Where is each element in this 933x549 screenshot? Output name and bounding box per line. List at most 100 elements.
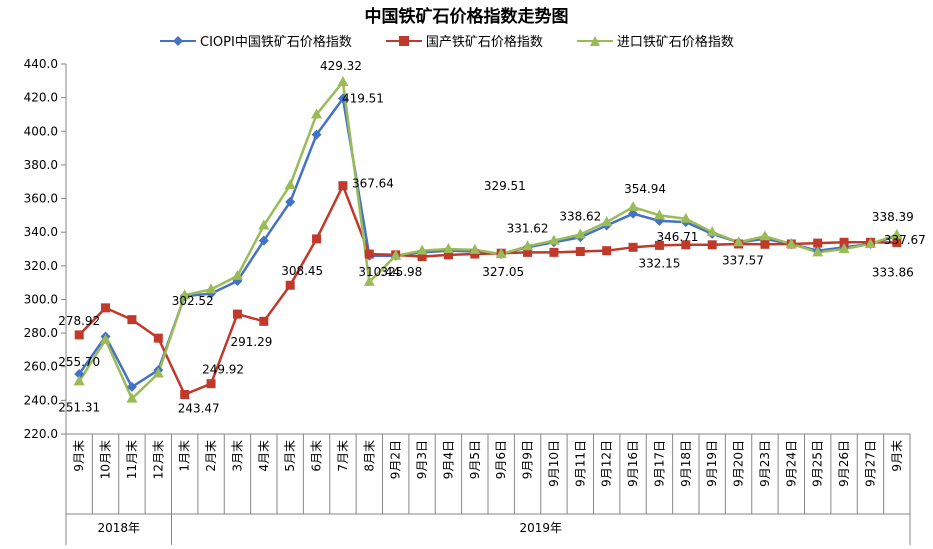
x-tick-label: 1月末: [178, 440, 192, 472]
data-point-domestic: [153, 333, 163, 343]
data-point-imported: [311, 108, 323, 119]
y-tick-label: 240.0: [24, 393, 58, 407]
data-label: 255.70: [58, 355, 100, 369]
data-label: 251.31: [58, 400, 100, 414]
data-point-imported: [653, 209, 665, 220]
x-tick-label: 9月4日: [441, 440, 455, 479]
data-point-domestic: [312, 234, 322, 244]
data-point-imported: [891, 228, 903, 239]
x-tick-label: 4月末: [257, 440, 271, 472]
data-point-domestic: [364, 249, 374, 259]
x-tick-label: 9月5日: [468, 440, 482, 479]
data-point-domestic: [443, 250, 453, 260]
data-label: 338.62: [559, 210, 601, 224]
data-point-domestic: [628, 242, 638, 252]
data-label: 346.71: [656, 230, 698, 244]
data-point-domestic: [470, 249, 480, 259]
data-point-imported: [574, 228, 586, 239]
data-point-imported: [733, 236, 745, 247]
data-point-domestic: [707, 240, 717, 250]
y-tick-label: 360.0: [24, 192, 58, 206]
data-point-imported: [706, 226, 718, 237]
data-point-ciopi: [337, 93, 348, 104]
x-tick-label: 9月2日: [389, 440, 403, 479]
data-label: 302.52: [172, 294, 214, 308]
data-label: 338.39: [872, 210, 914, 224]
x-tick-label: 9月16日: [626, 440, 640, 487]
data-point-domestic: [813, 238, 823, 248]
x-tick-label: 2月末: [204, 440, 218, 472]
data-label: 278.92: [58, 314, 100, 328]
data-point-imported: [838, 243, 850, 253]
data-label: 249.92: [202, 363, 244, 377]
data-point-imported: [152, 367, 164, 378]
data-point-domestic: [892, 238, 902, 248]
data-point-ciopi: [628, 208, 639, 219]
y-tick-label: 420.0: [24, 91, 58, 105]
x-tick-label: 8月末: [362, 440, 376, 472]
y-tick-label: 280.0: [24, 326, 58, 340]
data-point-imported: [416, 244, 428, 255]
x-tick-label: 10月末: [99, 440, 113, 479]
series-line-0: [78, 97, 898, 389]
x-tick-label: 9月9日: [521, 440, 535, 479]
data-point-imported: [363, 275, 375, 286]
data-point-imported: [759, 230, 771, 241]
data-point-imported: [495, 248, 507, 259]
data-label: 291.29: [230, 335, 272, 349]
x-tick-label: 7月末: [336, 440, 350, 472]
x-tick-label: 9月12日: [600, 440, 614, 487]
data-point-domestic: [523, 247, 533, 257]
x-tick-label: 9月18日: [679, 440, 693, 487]
data-point-domestic: [259, 316, 269, 326]
data-point-ciopi: [258, 235, 269, 246]
data-point-domestic: [74, 330, 84, 340]
y-tick-label: 260.0: [24, 360, 58, 374]
legend-marker-domestic: [385, 35, 422, 46]
data-point-domestic: [101, 303, 111, 313]
data-point-imported: [469, 243, 481, 254]
data-label: 331.62: [507, 221, 549, 235]
data-point-ciopi: [311, 129, 322, 140]
x-tick-label: 9月19日: [705, 440, 719, 487]
data-point-imported: [258, 219, 270, 230]
data-point-ciopi: [74, 368, 85, 379]
x-tick-label: 9月26日: [837, 440, 851, 487]
data-point-imported: [522, 240, 534, 251]
legend-item-imported: 进口铁矿石价格指数: [576, 31, 734, 50]
legend-marker-ciopi: [160, 35, 196, 46]
x-tick-label: 9月20日: [732, 440, 746, 487]
legend-label-imported: 进口铁矿石价格指数: [616, 35, 734, 50]
x-tick-label: 9月末: [72, 440, 86, 472]
data-label: 243.47: [178, 402, 220, 416]
year-label: 2018年: [97, 521, 140, 535]
y-tick-label: 340.0: [24, 225, 58, 239]
data-point-imported: [231, 269, 243, 280]
data-point-imported: [126, 392, 138, 403]
data-label: 429.32: [320, 59, 362, 73]
data-point-ciopi: [285, 196, 296, 207]
data-point-imported: [337, 75, 349, 86]
data-point-ciopi: [126, 381, 137, 392]
x-tick-label: 9月17日: [652, 440, 666, 487]
y-tick-label: 400.0: [24, 124, 58, 138]
x-tick-label: 9月24日: [784, 440, 798, 487]
data-point-domestic: [417, 252, 427, 262]
data-point-imported: [812, 246, 824, 257]
x-tick-label: 11月末: [125, 440, 139, 479]
y-tick-label: 220.0: [24, 427, 58, 441]
data-point-imported: [284, 179, 296, 190]
x-tick-label: 9月23日: [758, 440, 772, 487]
data-point-imported: [785, 237, 797, 248]
chart-title: 中国铁矿石价格指数走势图: [364, 7, 569, 27]
data-point-imported: [179, 289, 191, 300]
legend-label-domestic: 国产铁矿石价格指数: [425, 35, 543, 50]
year-label: 2019年: [519, 521, 562, 535]
data-label: 329.51: [484, 179, 526, 193]
y-tick-label: 320.0: [24, 259, 58, 273]
x-tick-label: 9月11日: [573, 440, 587, 487]
data-point-domestic: [681, 240, 691, 250]
legend-marker-imported: [576, 35, 613, 46]
data-label: 337.57: [722, 253, 764, 267]
